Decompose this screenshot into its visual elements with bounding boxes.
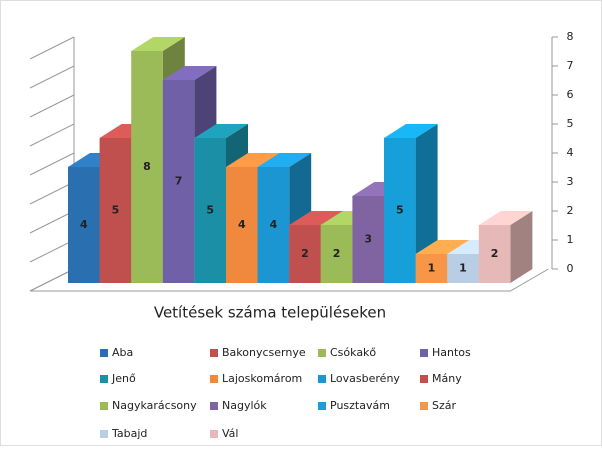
bar: [68, 167, 100, 283]
legend-swatch: [100, 349, 108, 357]
grid-line: [29, 181, 75, 205]
legend-label: Lajoskomárom: [222, 372, 302, 385]
bar-side: [510, 211, 533, 283]
legend-swatch: [100, 430, 108, 438]
data-label: 8: [143, 160, 151, 173]
axis-floor: [30, 268, 549, 292]
y-tick-label: 0: [567, 262, 574, 275]
data-label: 4: [80, 218, 88, 231]
legend-swatch: [210, 402, 218, 410]
data-label: 2: [301, 247, 309, 260]
bar: [257, 167, 290, 283]
legend-label: Tabajd: [111, 427, 147, 440]
data-label: 5: [396, 204, 404, 217]
bar: [226, 167, 258, 283]
legend-swatch: [318, 375, 326, 383]
bar-top: [194, 124, 248, 138]
bar-top: [384, 124, 438, 138]
bar: [415, 254, 448, 283]
bar: [289, 225, 321, 283]
y-tick-label: 3: [567, 175, 574, 188]
data-label: 2: [491, 247, 499, 260]
bar: [447, 254, 479, 283]
legend-label: Lovasberény: [330, 372, 400, 385]
data-label: 1: [459, 262, 467, 275]
data-label: 3: [364, 233, 372, 246]
legend-swatch: [420, 349, 428, 357]
legend-label: Aba: [112, 346, 133, 359]
data-label: 5: [206, 204, 214, 217]
grid-line: [29, 152, 75, 176]
bar: [99, 138, 132, 283]
legend-label: Jenő: [111, 372, 136, 385]
bar-top: [289, 211, 343, 225]
legend-swatch: [420, 375, 428, 383]
legend-label: Nagykarácsony: [112, 399, 197, 412]
bar: [194, 138, 226, 283]
bar-top: [131, 37, 185, 51]
grid-line: [29, 210, 75, 234]
bar: [384, 138, 416, 283]
bar-side: [415, 124, 438, 283]
bar: [320, 225, 353, 283]
bar-top: [415, 240, 470, 254]
data-label: 2: [333, 247, 341, 260]
bar-top: [257, 153, 312, 167]
y-tick-label: 2: [567, 204, 574, 217]
grid-line: [29, 65, 75, 89]
bar: [131, 51, 163, 283]
legend-label: Pusztavám: [330, 399, 390, 412]
grid-line: [29, 239, 75, 263]
legend-label: Nagylók: [222, 399, 267, 412]
grid-line: [29, 123, 75, 147]
bar-top: [226, 153, 280, 167]
y-tick-label: 6: [567, 88, 574, 101]
legend-label: Bakonycsernye: [222, 346, 306, 359]
legend-label: Szár: [432, 399, 456, 412]
chart-title: Vetítések száma településeken: [154, 304, 386, 322]
legend-swatch: [210, 349, 218, 357]
y-tick-label: 7: [567, 59, 574, 72]
y-tick-label: 4: [567, 146, 574, 159]
grid-line: [29, 36, 75, 60]
data-label: 1: [428, 262, 436, 275]
legend-swatch: [318, 349, 326, 357]
legend-swatch: [420, 402, 428, 410]
legend-label: Hantos: [432, 346, 471, 359]
legend-swatch: [210, 375, 218, 383]
legend-label: Mány: [432, 372, 462, 385]
legend-label: Csókakő: [330, 346, 376, 359]
data-label: 5: [112, 204, 120, 217]
data-label: 4: [238, 218, 246, 231]
legend-swatch: [318, 402, 326, 410]
y-tick-label: 5: [567, 117, 574, 130]
bar-top: [162, 66, 217, 80]
grid-line: [29, 94, 75, 118]
bar: [162, 80, 195, 283]
bar: [478, 225, 511, 283]
legend-label: Vál: [222, 427, 238, 440]
bar: [352, 196, 384, 283]
legend-swatch: [210, 430, 218, 438]
bar-top: [478, 211, 533, 225]
data-label: 7: [175, 175, 183, 188]
legend-swatch: [100, 375, 108, 383]
data-label: 4: [270, 218, 278, 231]
legend-swatch: [100, 402, 108, 410]
grid-line: [29, 268, 75, 292]
y-tick-label: 1: [567, 233, 574, 246]
y-tick-label: 8: [567, 30, 574, 43]
